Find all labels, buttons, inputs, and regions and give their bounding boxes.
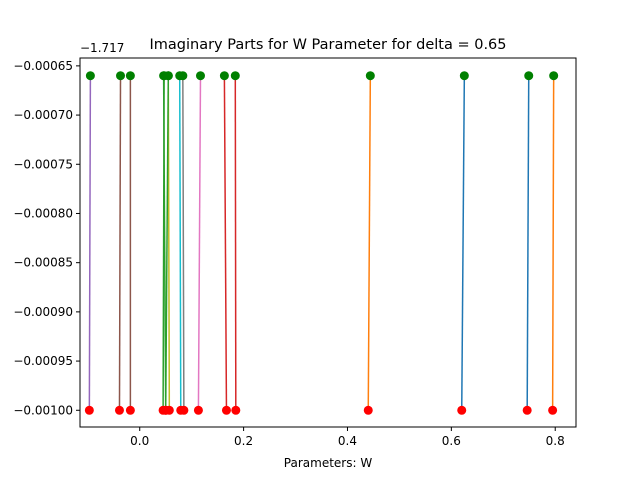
series-11-top-point	[524, 71, 534, 81]
series-16-top-point	[163, 71, 173, 81]
x-axis: 0.0 0.2 0.4 0.6 0.8	[130, 427, 565, 448]
series-12-top-point	[549, 71, 559, 81]
series-line-4	[223, 75, 228, 411]
grid-and-series	[84, 71, 559, 415]
series-2-top-point	[365, 71, 375, 81]
series-14-top-point	[230, 71, 240, 81]
x-axis-label: Parameters: W	[284, 456, 373, 470]
y-tick-label: −0.00075	[13, 157, 73, 171]
series-7-bottom-point	[193, 405, 203, 415]
y-tick-label: −0.00090	[13, 305, 73, 319]
series-15-bottom-point	[125, 405, 135, 415]
series-6-top-point	[116, 71, 126, 81]
series-5-top-point	[85, 71, 95, 81]
series-line-2	[367, 75, 372, 411]
series-4-top-point	[219, 71, 229, 81]
series-line-14	[234, 75, 237, 411]
series-4-bottom-point	[221, 405, 231, 415]
series-11-bottom-point	[522, 405, 532, 415]
series-line-11	[526, 75, 530, 411]
y-tick-label: −0.00100	[13, 403, 73, 417]
y-tick-label: −0.00085	[13, 256, 73, 270]
plot-frame	[79, 57, 577, 428]
series-1-bottom-point	[457, 405, 467, 415]
series-16-bottom-point	[161, 405, 171, 415]
x-tick-label: 0.0	[130, 434, 149, 448]
y-axis: −0.00065 −0.00070 −0.00075 −0.00080 −0.00085…	[13, 59, 80, 417]
series-line-10	[178, 75, 182, 411]
x-tick-label: 0.8	[546, 434, 565, 448]
series-line-16	[164, 75, 170, 411]
series-7-top-point	[195, 71, 205, 81]
series-line-5	[88, 75, 92, 411]
x-tick-label: 0.2	[234, 434, 253, 448]
series-15-top-point	[125, 71, 135, 81]
series-6-bottom-point	[114, 405, 124, 415]
y-offset-label: −1.717	[80, 41, 124, 55]
x-tick-label: 0.6	[442, 434, 461, 448]
series-line-13	[162, 75, 165, 411]
series-10-top-point	[175, 71, 185, 81]
series-line-7	[197, 75, 202, 411]
series-1-top-point	[459, 71, 469, 81]
y-tick-label: −0.00070	[13, 108, 73, 122]
series-2-bottom-point	[363, 405, 373, 415]
y-tick-label: −0.00095	[13, 354, 73, 368]
chart-title: Imaginary Parts for W Parameter for delt…	[150, 37, 507, 53]
series-line-8	[182, 75, 185, 411]
y-tick-label: −0.00080	[13, 206, 73, 220]
series-10-bottom-point	[176, 405, 186, 415]
series-14-bottom-point	[231, 405, 241, 415]
series-line-6	[118, 75, 122, 411]
y-tick-label: −0.00065	[13, 59, 73, 73]
series-line-12	[551, 75, 555, 411]
series-line-1	[460, 75, 466, 411]
x-tick-label: 0.4	[338, 434, 357, 448]
series-12-bottom-point	[548, 405, 558, 415]
series-5-bottom-point	[84, 405, 94, 415]
